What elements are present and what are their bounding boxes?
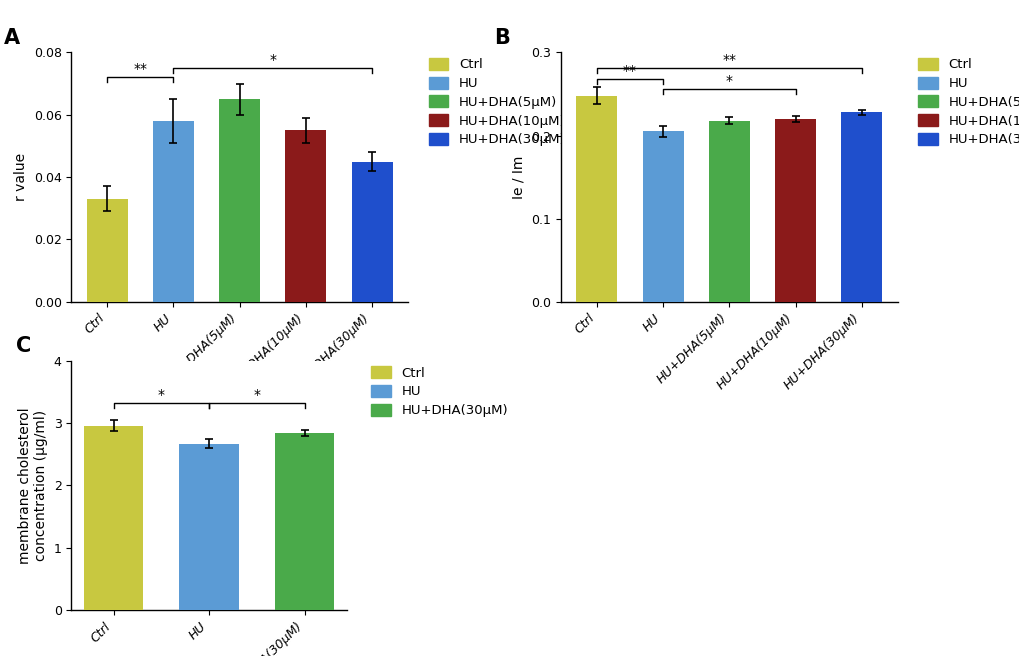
- Bar: [576, 96, 616, 302]
- Text: *: *: [253, 388, 260, 402]
- Bar: [84, 426, 143, 610]
- Text: C: C: [16, 336, 32, 356]
- Bar: [285, 131, 326, 302]
- Legend: Ctrl, HU, HU+DHA(5μM), HU+DHA(10μM), HU+DHA(30μM): Ctrl, HU, HU+DHA(5μM), HU+DHA(10μM), HU+…: [424, 54, 569, 150]
- Legend: Ctrl, HU, HU+DHA(30μM): Ctrl, HU, HU+DHA(30μM): [367, 362, 512, 421]
- Bar: [153, 121, 194, 302]
- Text: **: **: [133, 62, 147, 76]
- Bar: [179, 443, 238, 610]
- Bar: [87, 199, 127, 302]
- Text: B: B: [493, 28, 510, 47]
- Y-axis label: membrane cholesterol
concentration (μg/ml): membrane cholesterol concentration (μg/m…: [18, 407, 48, 564]
- Bar: [219, 99, 260, 302]
- Bar: [352, 161, 392, 302]
- Text: *: *: [269, 52, 276, 67]
- Bar: [708, 121, 749, 302]
- Legend: Ctrl, HU, HU+DHA(5μM), HU+DHA(10μM), HU+DHA(30μM): Ctrl, HU, HU+DHA(5μM), HU+DHA(10μM), HU+…: [913, 54, 1019, 150]
- Text: *: *: [158, 388, 165, 402]
- Text: **: **: [623, 64, 636, 77]
- Text: *: *: [726, 73, 732, 88]
- Bar: [841, 112, 881, 302]
- Bar: [275, 433, 334, 610]
- Y-axis label: Ie / Im: Ie / Im: [512, 155, 525, 199]
- Bar: [642, 131, 683, 302]
- Bar: [774, 119, 815, 302]
- Text: **: **: [721, 53, 736, 67]
- Y-axis label: r value: r value: [14, 153, 29, 201]
- Text: A: A: [4, 28, 20, 47]
